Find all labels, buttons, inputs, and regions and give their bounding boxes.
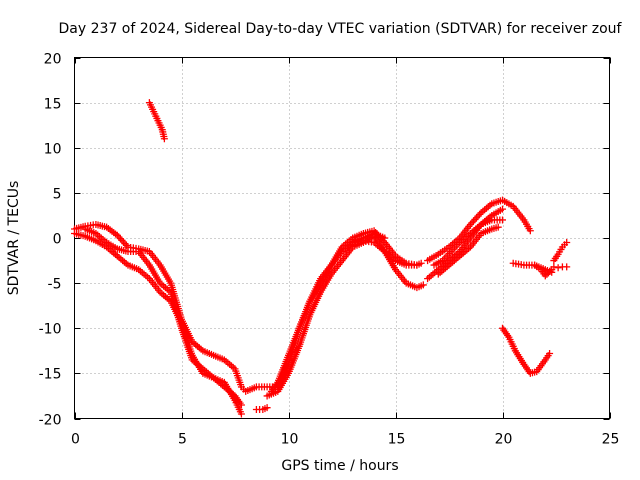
data-point bbox=[469, 217, 477, 225]
x-axis-ticks: 0 5 10 15 20 25 bbox=[71, 57, 620, 448]
y-tick-label: 5 bbox=[53, 187, 62, 203]
x-tick-label: 0 bbox=[71, 432, 80, 448]
data-point bbox=[499, 205, 506, 213]
data-point bbox=[419, 281, 427, 289]
x-tick-label: 25 bbox=[602, 432, 620, 448]
series-track-3 bbox=[81, 225, 245, 409]
x-axis-label: GPS time / hours bbox=[281, 458, 398, 474]
data-point bbox=[474, 212, 482, 220]
data-point bbox=[541, 272, 549, 280]
data-point bbox=[554, 264, 562, 272]
y-tick-label: -5 bbox=[48, 277, 62, 293]
data-point bbox=[113, 231, 121, 239]
data-point bbox=[499, 216, 506, 224]
y-axis-label: SDTVAR / TECUs bbox=[6, 181, 22, 296]
x-tick-label: 20 bbox=[495, 432, 513, 448]
data-point bbox=[545, 269, 553, 277]
data-point bbox=[546, 350, 554, 358]
series-track-12 bbox=[434, 223, 502, 278]
data-point bbox=[473, 214, 481, 222]
series-track-2 bbox=[71, 229, 245, 418]
data-point bbox=[494, 223, 502, 231]
data-point bbox=[263, 404, 271, 412]
data-point bbox=[546, 267, 554, 275]
data-point bbox=[115, 233, 123, 241]
data-point bbox=[237, 410, 245, 418]
y-tick-label: -10 bbox=[39, 322, 62, 338]
series-track-15 bbox=[531, 261, 556, 280]
data-point bbox=[121, 240, 129, 248]
series-track-11 bbox=[430, 216, 506, 269]
x-tick-label: 15 bbox=[388, 432, 406, 448]
data-point bbox=[160, 135, 168, 143]
data-point bbox=[563, 239, 571, 247]
series-track-9 bbox=[424, 196, 534, 265]
series-track-4 bbox=[145, 99, 168, 143]
x-tick-label: 10 bbox=[281, 432, 299, 448]
data-point bbox=[466, 220, 474, 228]
data-point bbox=[476, 210, 484, 218]
x-tick-label: 5 bbox=[178, 432, 187, 448]
data-point bbox=[563, 263, 571, 271]
data-point bbox=[381, 234, 389, 242]
data-point bbox=[118, 236, 126, 244]
y-tick-label: 10 bbox=[44, 142, 62, 158]
y-tick-label: 0 bbox=[53, 232, 62, 248]
data-point bbox=[417, 259, 425, 267]
data-point bbox=[543, 270, 551, 278]
y-tick-label: 20 bbox=[44, 52, 62, 68]
y-tick-label: -15 bbox=[39, 367, 62, 383]
series-track-10 bbox=[424, 205, 506, 283]
y-tick-label: -20 bbox=[39, 413, 62, 429]
series-track-5 bbox=[252, 404, 271, 413]
series-track-7 bbox=[267, 229, 389, 395]
data-point bbox=[468, 219, 476, 227]
chart-title: Day 237 of 2024, Sidereal Day-to-day VTE… bbox=[59, 21, 623, 37]
data-points bbox=[71, 99, 571, 418]
data-point bbox=[526, 227, 534, 235]
data-point bbox=[237, 401, 245, 409]
y-axis-ticks: -20 -15 -10 -5 0 5 10 15 20 bbox=[39, 52, 610, 429]
data-point bbox=[116, 235, 124, 243]
data-point bbox=[471, 215, 479, 223]
y-tick-label: 15 bbox=[44, 97, 62, 113]
series-track-13 bbox=[499, 324, 554, 377]
data-point bbox=[550, 263, 558, 271]
series-track-17 bbox=[550, 263, 571, 272]
series-track-16 bbox=[550, 239, 571, 265]
data-point bbox=[119, 238, 127, 246]
series-track-8 bbox=[344, 237, 425, 269]
